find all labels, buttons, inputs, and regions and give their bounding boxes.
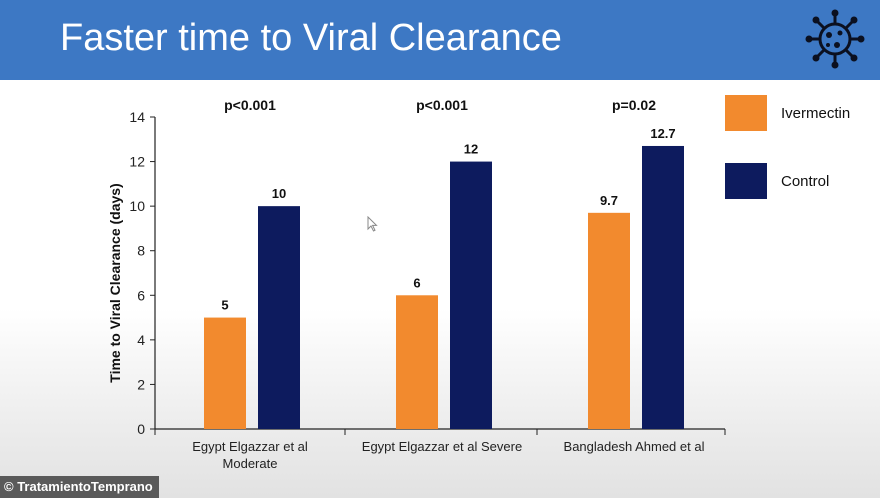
y-tick-label: 14 bbox=[129, 109, 145, 125]
bar-control bbox=[450, 161, 492, 430]
bar-value-label: 6 bbox=[413, 275, 420, 290]
bar-value-label: 10 bbox=[272, 186, 286, 201]
y-tick-label: 6 bbox=[137, 287, 145, 303]
bar-value-label: 12.7 bbox=[650, 126, 675, 141]
bar-ivermectin bbox=[204, 317, 246, 429]
x-category-label: Moderate bbox=[223, 456, 278, 471]
p-value-label: p<0.001 bbox=[224, 97, 276, 113]
y-tick-label: 10 bbox=[129, 198, 145, 214]
title-banner: Faster time to Viral Clearance bbox=[0, 0, 880, 80]
y-tick-label: 2 bbox=[137, 376, 145, 392]
p-value-label: p=0.02 bbox=[612, 97, 656, 113]
y-axis-title: Time to Viral Clearance (days) bbox=[107, 183, 123, 382]
legend-swatch-ivermectin bbox=[725, 95, 767, 131]
y-tick-label: 4 bbox=[137, 332, 145, 348]
bar-control bbox=[258, 206, 300, 429]
bar-value-label: 5 bbox=[221, 298, 228, 313]
bar-control bbox=[642, 145, 684, 429]
bar-value-label: 12 bbox=[464, 142, 478, 157]
y-tick-label: 0 bbox=[137, 421, 145, 437]
slide-title: Faster time to Viral Clearance bbox=[60, 17, 562, 59]
p-value-label: p<0.001 bbox=[416, 97, 468, 113]
virus-icon bbox=[805, 9, 865, 69]
y-tick-label: 12 bbox=[129, 154, 145, 170]
photo-credit: © TratamientoTemprano bbox=[0, 476, 159, 498]
legend-swatch-control bbox=[725, 163, 767, 199]
x-category-label: Bangladesh Ahmed et al bbox=[564, 439, 705, 454]
bar-ivermectin bbox=[396, 295, 438, 429]
x-category-label: Egypt Elgazzar et al bbox=[192, 439, 308, 454]
mouse-cursor-icon bbox=[367, 216, 378, 232]
y-tick-label: 8 bbox=[137, 243, 145, 259]
legend-label-ivermectin: Ivermectin bbox=[781, 105, 850, 122]
x-category-label: Egypt Elgazzar et al Severe bbox=[362, 439, 522, 454]
bar-value-label: 9.7 bbox=[600, 193, 618, 208]
legend-label-control: Control bbox=[781, 173, 829, 190]
bar-ivermectin bbox=[588, 212, 630, 429]
